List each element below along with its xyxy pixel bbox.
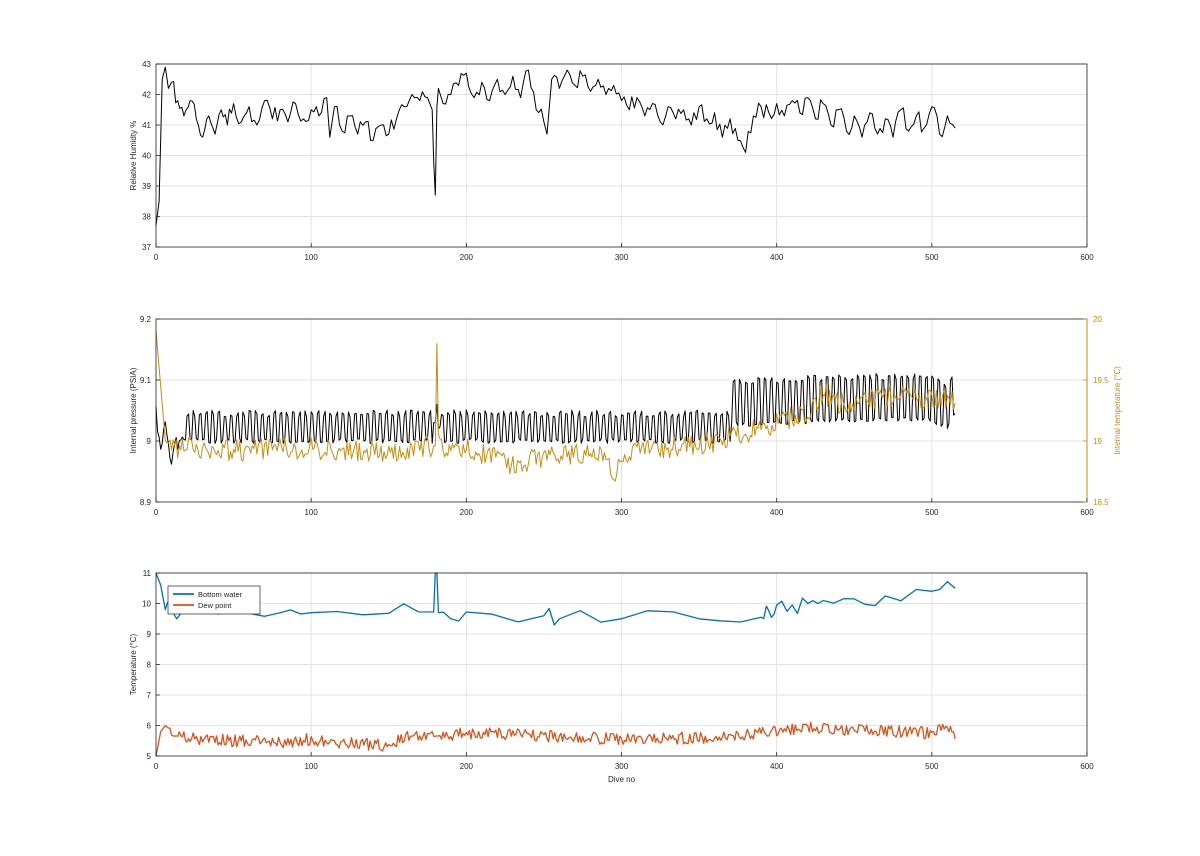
series-line-1-1 (155, 66, 956, 226)
x-tick-label: 300 (615, 508, 629, 517)
y-tick-label: 38 (142, 213, 151, 222)
x-tick-label: 400 (770, 253, 784, 262)
x-tick-label: 600 (1080, 508, 1094, 517)
y-tick-label: 8.9 (140, 498, 152, 507)
x-tick-label: 100 (304, 253, 318, 262)
y-right-tick-label: 20 (1093, 315, 1102, 324)
y-tick-label: 9.1 (140, 376, 152, 385)
y-tick-label: 6 (147, 722, 152, 731)
x-tick-label: 100 (304, 508, 318, 517)
legend-box (167, 585, 261, 615)
y-tick-label: 39 (142, 182, 151, 191)
y-right-tick-label: 19.5 (1093, 376, 1109, 385)
legend: Bottom water Dew point (167, 585, 261, 615)
x-tick-label: 500 (925, 508, 939, 517)
x-tick-label: 600 (1080, 253, 1094, 262)
x-tick-label: 0 (154, 762, 159, 771)
y-tick-label: 10 (142, 600, 151, 609)
x-tick-label: 500 (925, 253, 939, 262)
x-tick-label: 500 (925, 762, 939, 771)
y-tick-label: 40 (142, 152, 151, 161)
y-tick-label: 8 (147, 661, 152, 670)
y-axis-label: Temperature (°C) (129, 633, 138, 695)
chart-panel-2: 0 100 200 300 400 500 600 8.9 9 9.1 9.2 18.5 19 19.5 2… (129, 315, 1122, 517)
y-axis-label: Relative Humidty % (129, 121, 138, 191)
y-axis-label: Internal pressure (PSIA) (129, 367, 138, 453)
y-tick-label: 5 (147, 752, 152, 761)
x-tick-label: 200 (460, 253, 474, 262)
y-tick-label: 11 (143, 569, 152, 578)
x-tick-label: 0 (154, 253, 159, 262)
y-right-tick-label: 19 (1093, 437, 1102, 446)
x-tick-label: 600 (1080, 762, 1094, 771)
x-axis-label: Dive no (608, 775, 636, 784)
y-tick-label: 9.2 (140, 315, 152, 324)
series-line-dew-point (155, 721, 956, 757)
legend-label: Bottom water (198, 590, 243, 599)
x-tick-label: 100 (304, 762, 318, 771)
x-tick-label: 400 (770, 508, 784, 517)
y-tick-label: 42 (142, 91, 151, 100)
y-tick-label: 7 (147, 691, 152, 700)
x-tick-label: 300 (615, 762, 629, 771)
x-tick-label: 300 (615, 253, 629, 262)
x-tick-label: 200 (460, 762, 474, 771)
y-tick-label: 9 (147, 437, 152, 446)
x-tick-label: 0 (154, 508, 159, 517)
y-tick-label: 43 (142, 60, 151, 69)
series-line-2-1 (155, 373, 956, 465)
y-right-tick-label: 18.5 (1093, 498, 1109, 507)
chart-panel-1: 0 100 200 300 400 500 600 37 38 39 40 41 42 43 Relativ… (129, 60, 1094, 262)
series-line-2-2 (155, 331, 956, 482)
y-tick-label: 37 (142, 243, 151, 252)
x-tick-label: 400 (770, 762, 784, 771)
chart-panel-3: 0 100 200 300 400 500 600 5 6 7 8 9 10 11 Temperature … (129, 569, 1094, 784)
y-axis-label-right: Internal temperature (°C) (1113, 366, 1122, 455)
x-tick-label: 200 (460, 508, 474, 517)
y-tick-label: 41 (142, 121, 151, 130)
legend-label: Dew point (198, 601, 232, 610)
y-tick-label: 9 (147, 630, 152, 639)
